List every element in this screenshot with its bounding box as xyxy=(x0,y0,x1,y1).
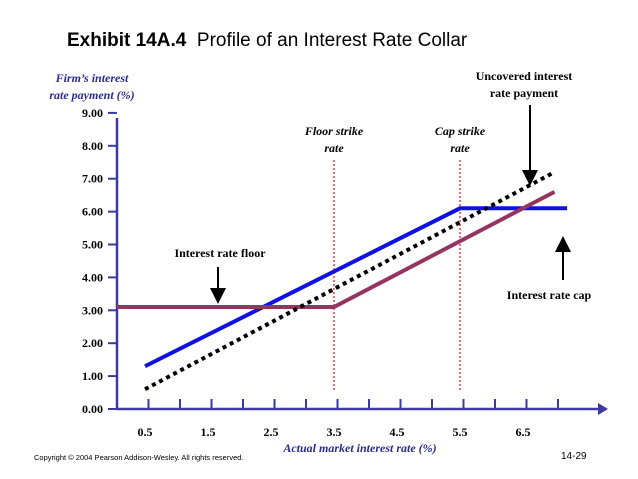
series-blue-line xyxy=(144,206,568,369)
annotation-group: Interest rate floor Interest rate cap Unco… xyxy=(174,69,592,304)
strike-label: Cap strike xyxy=(435,124,486,138)
y-axis-title: rate payment (%) xyxy=(49,88,134,102)
uncovered-annotation: rate payment xyxy=(490,86,558,100)
y-tick-label: 5.00 xyxy=(82,238,103,252)
series-collar-line xyxy=(117,190,556,310)
floor-annotation: Interest rate floor xyxy=(174,246,266,260)
x-tick-label: 1.5 xyxy=(201,425,216,439)
strike-label: rate xyxy=(450,141,470,155)
y-tick-label: 0.00 xyxy=(82,402,103,416)
y-tick-label: 8.00 xyxy=(82,139,103,153)
x-tick-label: 2.5 xyxy=(264,425,279,439)
y-tick-label: 9.00 xyxy=(82,106,103,120)
axes-group: 0.00 1.00 2.00 3.00 4.00 5.00 6.00 7.00 8.00 9.00… xyxy=(49,71,608,455)
strike-label: Floor strike xyxy=(304,124,364,138)
series-uncovered-line xyxy=(144,170,556,392)
x-tick-label: 3.5 xyxy=(327,425,342,439)
y-tick-label: 1.00 xyxy=(82,369,103,383)
x-tick-label: 6.5 xyxy=(516,425,531,439)
x-tick-label: 5.5 xyxy=(453,425,468,439)
y-tick-label: 7.00 xyxy=(82,172,103,186)
exhibit-number: Exhibit 14A.4 xyxy=(67,30,187,51)
y-axis-title: Firm’s interest xyxy=(55,71,129,85)
strike-lines-group: Floor strike rate Cap strike rate xyxy=(304,124,486,392)
strike-label: rate xyxy=(324,141,344,155)
y-tick-label: 3.00 xyxy=(82,303,103,317)
x-axis-arrow xyxy=(598,403,608,415)
slide-title: Exhibit 14A.4 Profile of an Interest Rat… xyxy=(67,30,467,52)
x-axis-title: Actual market interest rate (%) xyxy=(282,441,436,455)
cap-annotation: Interest rate cap xyxy=(507,288,592,302)
x-tick-label: 4.5 xyxy=(390,425,405,439)
title-text: Profile of an Interest Rate Collar xyxy=(196,30,468,51)
x-tick-label: 0.5 xyxy=(138,425,153,439)
y-tick-label: 2.00 xyxy=(82,336,103,350)
y-tick-label: 6.00 xyxy=(82,205,103,219)
copyright-text: Copyright © 2004 Pearson Addison-Wesley.… xyxy=(34,453,244,462)
series-group xyxy=(117,170,568,392)
page-number: 14-29 xyxy=(561,451,587,462)
y-tick-label: 4.00 xyxy=(82,270,103,284)
uncovered-annotation: Uncovered interest xyxy=(476,69,573,83)
